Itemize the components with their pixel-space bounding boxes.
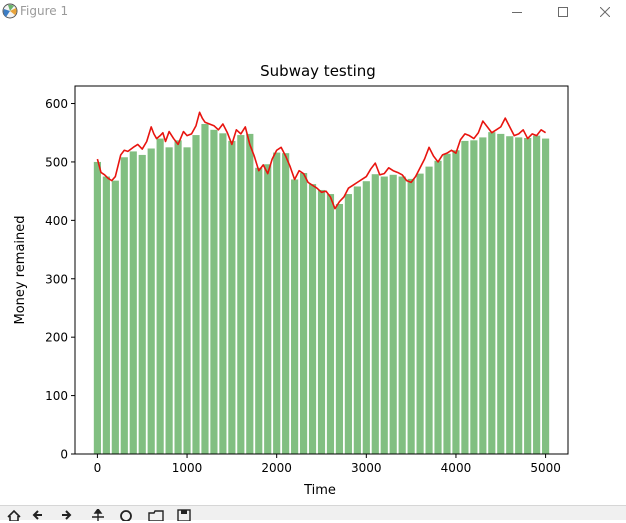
minimize-button[interactable]	[494, 0, 540, 24]
home-button[interactable]	[4, 509, 24, 523]
bar-32	[380, 176, 388, 455]
maximize-button[interactable]	[540, 0, 586, 24]
configure-subplots-icon	[148, 510, 164, 521]
series-line	[96, 111, 547, 210]
bar-11	[192, 135, 200, 454]
y-tick-label-1: 100	[45, 389, 68, 403]
x-tick-label-1: 1000	[172, 461, 203, 475]
bar-21	[282, 153, 290, 455]
bar-28	[344, 194, 352, 454]
y-axis-label: Money remained	[13, 215, 28, 324]
bar-47	[515, 137, 523, 454]
bar-18	[255, 167, 263, 454]
bar-40	[452, 150, 460, 454]
bar-14	[219, 133, 227, 454]
bar-48	[524, 137, 532, 455]
bar-41	[461, 140, 469, 454]
y-axis: 0 100 200 300 400 500 600	[45, 97, 75, 462]
bar-6	[147, 148, 155, 454]
bar-15	[228, 140, 236, 454]
bar-24	[308, 184, 317, 454]
bar-27	[335, 203, 344, 454]
bar-50	[542, 138, 550, 454]
bar-10	[183, 147, 191, 454]
x-tick-label-0: 0	[94, 461, 102, 475]
x-tick-label-4: 4000	[441, 461, 472, 475]
bar-7	[156, 138, 164, 454]
bar-5	[138, 154, 146, 454]
bar-38	[434, 160, 442, 454]
maximize-icon	[558, 7, 568, 17]
zoom-button[interactable]	[116, 509, 136, 523]
close-button[interactable]	[582, 0, 626, 24]
bar-30	[362, 181, 370, 454]
pan-button[interactable]	[88, 509, 108, 523]
bar-17	[246, 133, 254, 454]
save-icon	[177, 509, 191, 521]
y-tick-label-2: 200	[45, 331, 68, 345]
window-title: Figure 1	[20, 4, 69, 18]
chart-title: Subway testing	[260, 62, 376, 80]
bar-16	[237, 135, 245, 454]
y-tick-label-4: 400	[45, 214, 68, 228]
home-icon	[7, 509, 21, 521]
bar-3	[120, 157, 128, 454]
x-tick-label-3: 3000	[351, 461, 382, 475]
y-tick-label-6: 600	[45, 97, 68, 111]
close-icon	[600, 7, 610, 17]
bar-20	[273, 152, 281, 454]
bars-layer	[93, 123, 550, 455]
bar-36	[416, 173, 424, 454]
bar-33	[389, 174, 397, 455]
bar-0	[93, 161, 101, 454]
bar-13	[210, 129, 218, 454]
bar-23	[299, 173, 308, 454]
bar-29	[353, 186, 361, 454]
pan-icon	[92, 509, 104, 521]
bar-45	[497, 133, 505, 454]
axes-frame	[74, 85, 569, 455]
bar-22	[291, 179, 299, 454]
forward-button[interactable]	[56, 509, 76, 523]
bar-9	[174, 140, 182, 454]
bar-35	[407, 178, 415, 454]
x-axis-label: Time	[303, 483, 336, 498]
bar-4	[129, 151, 137, 455]
bar-31	[371, 174, 379, 454]
bar-44	[488, 132, 496, 454]
minimize-icon	[512, 12, 522, 13]
bar-1	[102, 176, 110, 455]
bar-39	[443, 153, 451, 454]
save-button[interactable]	[174, 509, 194, 523]
y-tick-label-5: 500	[45, 155, 68, 169]
y-tick-label-3: 300	[45, 272, 68, 286]
bar-12	[201, 123, 209, 454]
window-titlebar: Figure 1	[0, 0, 626, 24]
bar-8	[165, 147, 173, 454]
zoom-icon	[120, 510, 132, 521]
chart-figure: 0 1000 2000 3000 4000 5000 0 100 200 300 400 500 60…	[13, 62, 569, 498]
back-button[interactable]	[28, 509, 48, 523]
bar-26	[326, 194, 335, 454]
bar-37	[425, 166, 433, 455]
bar-34	[398, 176, 406, 455]
bar-19	[264, 164, 272, 454]
x-tick-label-5: 5000	[530, 461, 561, 475]
bar-46	[506, 136, 514, 455]
bar-42	[470, 140, 478, 454]
configure-subplots-button[interactable]	[146, 509, 166, 523]
x-axis: 0 1000 2000 3000 4000 5000	[94, 454, 561, 475]
bar-2	[111, 180, 119, 454]
forward-icon	[62, 510, 72, 520]
y-tick-label-0: 0	[60, 448, 68, 462]
x-tick-label-2: 2000	[261, 461, 292, 475]
matplotlib-logo-icon	[2, 3, 18, 19]
bar-49	[533, 135, 541, 454]
bar-43	[479, 137, 487, 454]
line-layer	[96, 111, 547, 210]
figure-toolbar	[0, 505, 626, 523]
bar-25	[317, 189, 326, 454]
back-icon	[32, 510, 42, 520]
